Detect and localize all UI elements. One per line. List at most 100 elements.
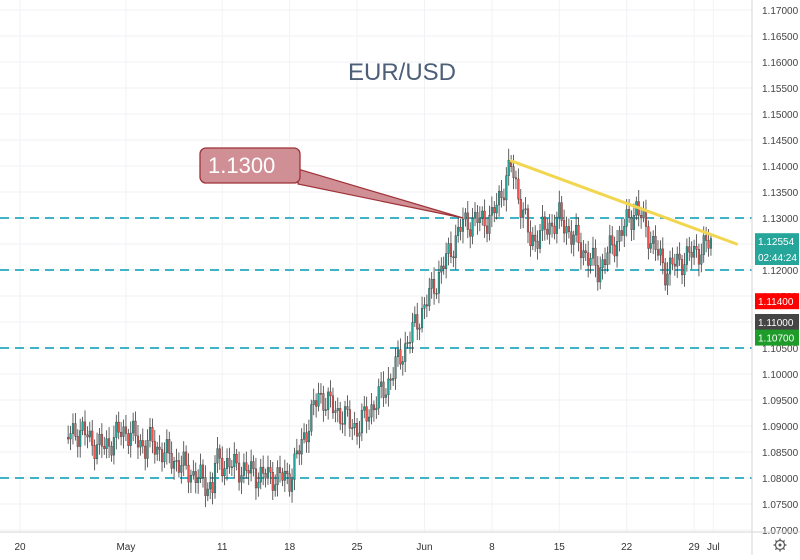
trendline[interactable] (509, 159, 739, 246)
x-tick-label: 20 (14, 542, 26, 553)
candle (110, 441, 113, 462)
time-axis[interactable]: 20 May 11 18 25 Jun 8 15 22 29 Jul (0, 531, 800, 553)
candle (153, 429, 156, 464)
candle (591, 236, 595, 266)
candle-body (531, 234, 534, 247)
candle-body (582, 250, 585, 258)
candle-body (69, 433, 72, 440)
candle-body (368, 416, 371, 422)
candle (303, 423, 306, 444)
candle-body (676, 253, 679, 267)
candle (368, 409, 371, 430)
candle-body (401, 361, 404, 365)
candle-body (262, 466, 265, 474)
candle (151, 418, 154, 454)
candle (464, 208, 467, 227)
candle (587, 240, 590, 278)
candle (141, 428, 144, 454)
price-tag-box (755, 249, 799, 265)
candle-body (632, 215, 635, 230)
candle-body (136, 435, 140, 448)
candle (146, 429, 149, 468)
candle-body (175, 460, 178, 462)
price-tag-label: 1.11000 (758, 318, 794, 329)
candle (469, 222, 472, 249)
candle-body (331, 395, 335, 413)
candle-body (481, 210, 484, 219)
candle (127, 428, 130, 455)
candle-body (565, 226, 568, 234)
candle-body (240, 475, 243, 483)
candle-body (661, 248, 664, 264)
candle-body (700, 254, 703, 265)
candle (91, 419, 94, 456)
candle (105, 430, 108, 459)
candle-body (551, 222, 554, 227)
candle-body (336, 408, 339, 411)
candle (180, 455, 183, 484)
candle-body (526, 208, 530, 233)
candle-body (572, 234, 575, 245)
candle-body (430, 278, 433, 289)
candle (250, 449, 253, 482)
y-tick-label: 1.08000 (762, 474, 799, 485)
candle (358, 421, 361, 449)
y-tick-label: 1.07500 (762, 500, 799, 511)
candle (676, 246, 679, 278)
y-tick-label: 1.17000 (762, 6, 799, 17)
horizontal-levels[interactable] (0, 217, 752, 479)
candle (286, 462, 289, 485)
candle-body (452, 256, 455, 259)
candle (336, 397, 339, 423)
candle (291, 468, 294, 503)
candle (356, 417, 359, 445)
candle (433, 267, 436, 305)
candle (543, 211, 546, 241)
candle-body (678, 253, 681, 260)
candle-body (83, 421, 87, 436)
candle-body (216, 448, 219, 464)
candle-body (257, 481, 260, 489)
candle-body (394, 356, 397, 379)
candle (300, 428, 303, 465)
candle (293, 447, 296, 491)
candle (399, 338, 402, 370)
candle-body (204, 477, 207, 496)
candle-body (498, 190, 501, 206)
settings-icon[interactable] (773, 538, 787, 552)
candle (334, 400, 337, 423)
candle (346, 395, 349, 417)
candle-body (454, 235, 457, 259)
candle (240, 466, 243, 495)
candle (71, 413, 75, 445)
candle-body (541, 216, 544, 231)
price-tag: 1.11000 (755, 314, 799, 330)
candle (613, 236, 616, 263)
candle-body (591, 247, 595, 259)
candle-body (86, 434, 89, 438)
candle (647, 220, 650, 260)
candle (115, 414, 118, 450)
candle-body (156, 446, 159, 455)
candle (502, 188, 505, 207)
callout-box[interactable] (199, 147, 301, 184)
candle (324, 397, 327, 416)
candle (315, 393, 318, 418)
candle-body (153, 441, 156, 455)
candle (112, 425, 115, 465)
candle (271, 461, 274, 501)
candle (298, 444, 301, 466)
candle (623, 218, 626, 248)
candle (245, 451, 248, 479)
candle (416, 302, 419, 341)
candle-body (457, 226, 460, 236)
candle (365, 396, 368, 434)
candle-body (206, 488, 209, 496)
candle (471, 207, 474, 245)
candle-body (201, 464, 205, 478)
x-tick-label: 25 (351, 542, 363, 553)
drawings[interactable]: 1.1300 (199, 147, 739, 246)
y-tick-label: 1.14000 (762, 162, 799, 173)
